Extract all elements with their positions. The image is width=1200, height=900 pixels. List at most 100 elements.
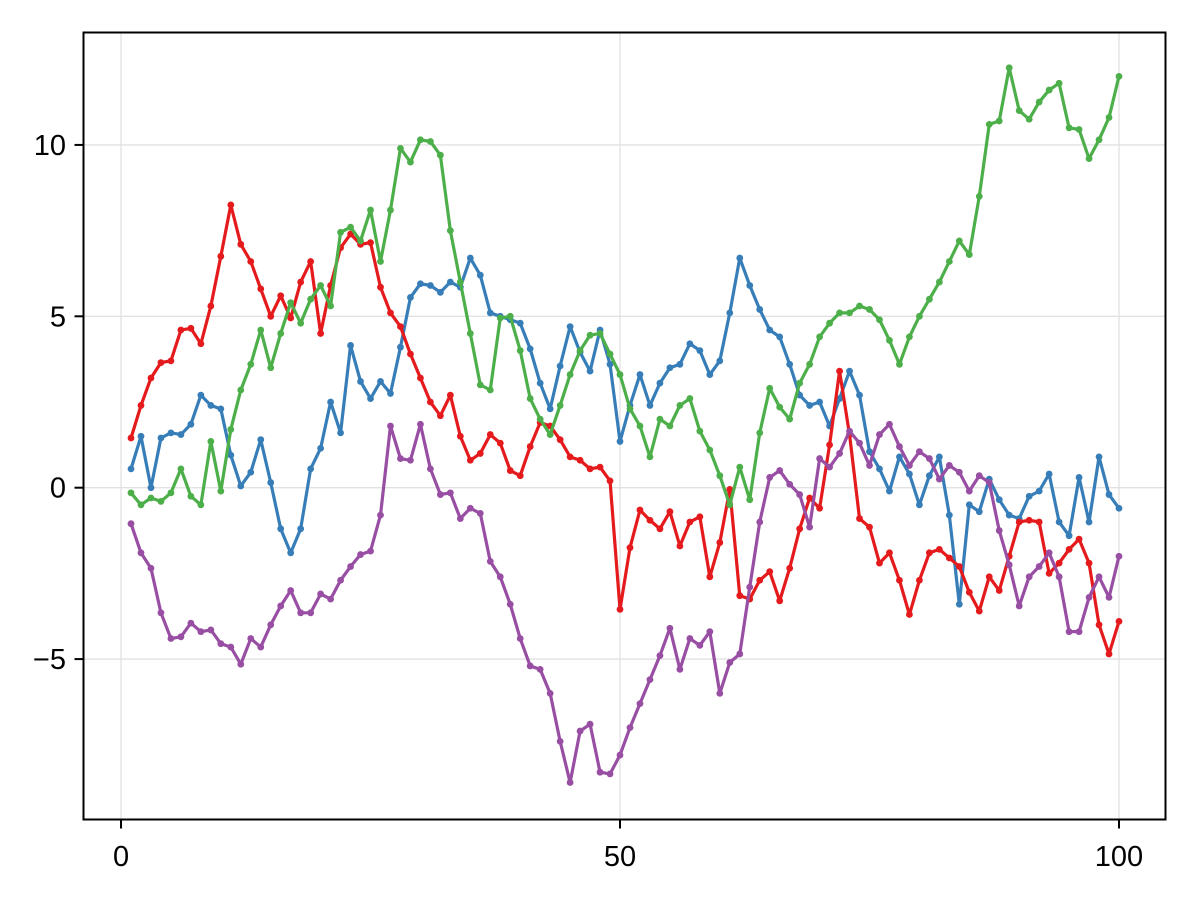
data-point-marker (985, 120, 993, 128)
data-point-marker (387, 206, 394, 214)
data-point-marker (377, 511, 384, 519)
data-point-marker (147, 564, 155, 572)
data-point-marker (1045, 470, 1053, 478)
data-point-marker (756, 429, 764, 437)
data-point-marker (945, 258, 953, 265)
data-point-marker (367, 239, 374, 247)
data-point-marker (337, 576, 344, 584)
data-point-marker (277, 330, 285, 337)
data-point-marker (1045, 86, 1053, 94)
data-point-marker (426, 282, 434, 289)
series-2-red-markers (127, 201, 1123, 658)
data-point-marker (327, 302, 334, 310)
data-point-marker (586, 720, 594, 728)
data-point-marker (197, 501, 205, 509)
data-point-marker (626, 405, 634, 413)
data-point-marker (846, 309, 853, 317)
data-point-marker (367, 547, 374, 555)
data-point-marker (147, 484, 155, 492)
data-point-marker (706, 371, 714, 378)
data-point-marker (586, 367, 594, 375)
data-point-marker (636, 422, 644, 430)
data-point-marker (736, 592, 744, 600)
data-point-marker (866, 462, 873, 469)
data-point-marker (247, 468, 255, 476)
series-2-red-line (129, 203, 1121, 656)
data-point-marker (746, 583, 754, 591)
data-point-marker (916, 501, 923, 509)
data-point-marker (935, 545, 943, 553)
data-point-marker (1055, 559, 1063, 567)
data-point-marker (776, 597, 784, 605)
data-point-marker (596, 330, 604, 337)
data-point-marker (586, 465, 594, 473)
data-point-marker (925, 549, 933, 557)
data-point-marker (826, 463, 833, 471)
data-point-marker (995, 496, 1003, 504)
data-point-marker (207, 626, 215, 634)
data-point-marker (1085, 593, 1093, 601)
data-point-marker (466, 504, 474, 512)
data-point-marker (1105, 114, 1113, 121)
data-point-marker (676, 360, 684, 368)
data-point-marker (287, 549, 295, 557)
data-point-marker (876, 559, 883, 567)
data-point-marker (227, 451, 235, 459)
data-point-marker (876, 431, 883, 438)
data-point-marker (626, 724, 634, 732)
data-point-marker (786, 564, 794, 572)
data-point-marker (975, 607, 983, 615)
data-point-marker (397, 455, 404, 462)
series-4-purple (127, 420, 1123, 786)
data-point-marker (496, 439, 504, 447)
x-tick-label: 0 (113, 841, 129, 873)
data-point-marker (157, 434, 165, 442)
data-point-marker (766, 568, 774, 576)
data-point-marker (985, 479, 993, 486)
data-point-marker (686, 395, 694, 402)
data-point-marker (866, 448, 873, 456)
data-point-marker (716, 357, 724, 365)
data-point-marker (157, 359, 165, 366)
data-point-marker (496, 314, 504, 322)
data-point-marker (776, 467, 784, 474)
data-point-marker (556, 402, 564, 409)
data-point-marker (367, 395, 374, 402)
data-point-marker (856, 302, 863, 310)
data-point-marker (426, 138, 434, 145)
data-point-marker (945, 462, 953, 469)
data-point-marker (167, 429, 175, 437)
data-point-marker (756, 576, 764, 584)
data-point-marker (516, 319, 524, 327)
data-point-marker (696, 347, 704, 354)
data-point-marker (1095, 573, 1103, 581)
data-point-marker (955, 563, 963, 570)
data-point-marker (187, 420, 195, 428)
series-3-green-markers (127, 64, 1123, 509)
data-point-marker (616, 751, 624, 759)
data-point-marker (1045, 549, 1053, 557)
data-point-marker (746, 496, 754, 504)
data-point-marker (726, 659, 734, 666)
data-point-marker (1105, 650, 1113, 658)
data-point-marker (1065, 545, 1073, 553)
data-point-marker (606, 360, 614, 368)
data-point-marker (646, 453, 654, 461)
data-point-marker (307, 295, 315, 303)
data-point-marker (1115, 72, 1123, 80)
data-point-marker (546, 431, 554, 438)
data-point-marker (516, 347, 524, 354)
data-point-marker (696, 641, 704, 649)
series-3-green-line (129, 66, 1121, 507)
data-point-marker (606, 477, 614, 485)
data-point-marker (397, 144, 404, 152)
data-point-marker (995, 587, 1003, 594)
data-point-marker (267, 621, 275, 629)
data-point-marker (1005, 511, 1013, 519)
data-point-marker (965, 251, 973, 259)
data-point-marker (536, 415, 544, 423)
data-point-marker (576, 456, 584, 464)
data-point-marker (1115, 617, 1123, 625)
data-point-marker (1035, 98, 1043, 106)
